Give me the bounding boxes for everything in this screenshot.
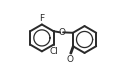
Text: Cl: Cl [49,47,58,56]
Text: O: O [59,28,66,37]
Text: O: O [67,55,74,64]
Text: F: F [39,14,44,23]
